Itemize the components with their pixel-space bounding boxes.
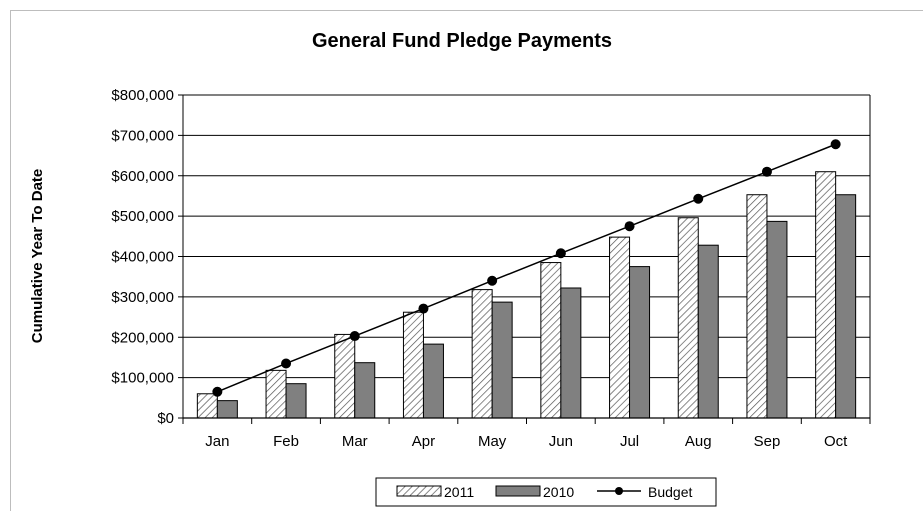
budget-point (212, 386, 223, 397)
budget-point (624, 221, 635, 232)
budget-point (693, 193, 704, 204)
x-tick-label: Jul (620, 433, 639, 450)
bar-2011 (815, 171, 837, 419)
bar-2011 (540, 262, 562, 419)
bar-2011 (265, 369, 287, 419)
legend-label-budget: Budget (648, 484, 692, 500)
legend-swatch-2010 (495, 485, 541, 497)
bar-2010 (491, 301, 513, 419)
legend-label-2010: 2010 (543, 484, 574, 500)
x-tick-labels: Jan Feb Mar Apr May Jun Jul Aug Sep Oct (205, 433, 848, 450)
y-tick-label: $700,000 (111, 127, 174, 144)
x-tick-label: Feb (273, 433, 299, 450)
y-tick-label: $500,000 (111, 208, 174, 225)
bar-2011 (196, 393, 218, 419)
bar-2011 (471, 289, 493, 419)
bar-2010 (354, 362, 376, 419)
chart-title: General Fund Pledge Payments (311, 30, 613, 52)
y-tick-label: $300,000 (111, 289, 174, 306)
y-tick-labels: $0 $100,000 $200,000 $300,000 $400,000 $500,0… (111, 87, 174, 427)
budget-point (487, 275, 498, 286)
bar-2011 (746, 194, 768, 419)
bars (196, 171, 857, 419)
y-tick-label: $200,000 (111, 329, 174, 346)
bar-2010 (835, 194, 857, 419)
bar-2010 (629, 266, 651, 419)
x-tick-label: Apr (412, 433, 435, 450)
budget-point (830, 139, 841, 150)
y-tick-label: $100,000 (111, 370, 174, 387)
budget-point (555, 248, 566, 259)
y-axis-label: Cumulative Year To Date (29, 169, 46, 344)
bar-2011 (402, 311, 424, 419)
bar-2011 (609, 236, 631, 419)
bar-2010 (560, 287, 582, 419)
x-tick-label: May (478, 433, 507, 450)
y-tick-label: $400,000 (111, 249, 174, 266)
bar-2010 (697, 244, 719, 419)
x-tick-label: Mar (342, 433, 368, 450)
bar-2010 (422, 343, 444, 419)
x-tick-label: Jun (549, 433, 573, 450)
legend-label-2011: 2011 (444, 484, 474, 500)
y-tick-label: $0 (157, 410, 174, 427)
bar-2010 (766, 220, 788, 419)
bar-2010 (216, 400, 238, 419)
budget-point (349, 331, 360, 342)
bar-2011 (677, 217, 699, 419)
y-tick-label: $800,000 (111, 87, 174, 104)
x-tick-label: Sep (754, 433, 781, 450)
budget-point (418, 303, 429, 314)
budget-point (281, 358, 292, 369)
budget-line (212, 139, 841, 397)
bar-2011 (334, 333, 356, 419)
legend: 2011 2010 Budget (375, 477, 717, 507)
bar-2010 (285, 383, 307, 419)
x-tick-label: Aug (685, 433, 712, 450)
legend-swatch-2011 (396, 485, 442, 497)
legend-marker-budget (615, 487, 623, 495)
x-tick-label: Jan (205, 433, 229, 450)
chart-frame (10, 10, 923, 511)
budget-point (761, 166, 772, 177)
budget-series-line (217, 143, 836, 393)
y-tick-label: $600,000 (111, 168, 174, 185)
axes (182, 95, 871, 424)
x-tick-label: Oct (824, 433, 848, 450)
